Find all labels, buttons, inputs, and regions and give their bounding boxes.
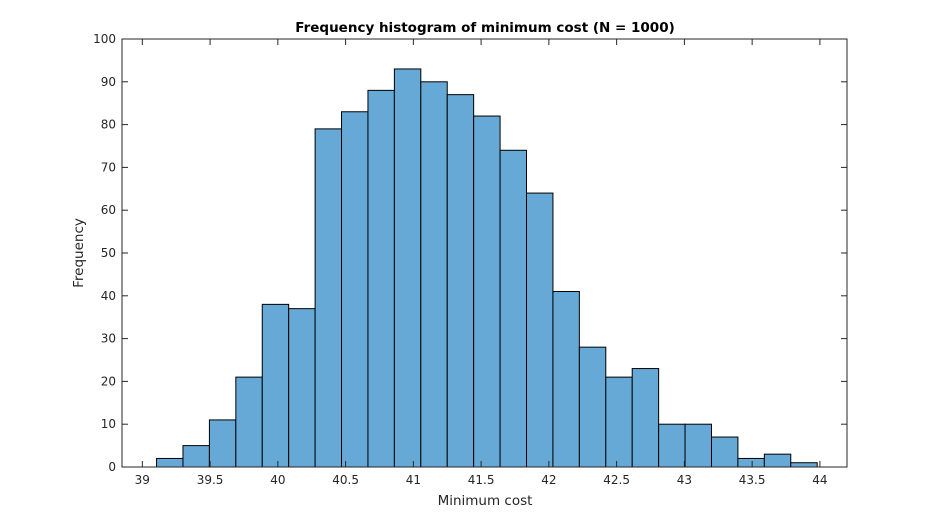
x-tick-label: 42 (541, 473, 556, 487)
histogram-bar (208, 419, 237, 468)
histogram-bar (156, 457, 184, 468)
y-tick-label: 100 (93, 32, 116, 46)
y-tick-label: 80 (101, 118, 116, 132)
y-tick-label: 10 (101, 417, 116, 431)
histogram-bar (737, 457, 765, 468)
histogram-bar (182, 445, 210, 468)
x-tick-label: 40.5 (332, 473, 359, 487)
plot-area: 39 39.5 40 40.5 41 41.5 42 42.5 43 43.5 44 0 10 20 30… (93, 32, 848, 487)
y-axis-label: Frequency (71, 218, 87, 288)
x-tick-label: 40 (270, 473, 285, 487)
x-axis-label: Minimum cost (438, 493, 533, 509)
x-tick-label: 41.5 (468, 473, 495, 487)
x-tick-label: 39 (135, 473, 150, 487)
histogram-bar (763, 453, 792, 468)
x-axis-ticks: 39 39.5 40 40.5 41 41.5 42 42.5 43 43.5 44 (135, 39, 828, 487)
histogram-bar (499, 149, 528, 468)
y-tick-label: 20 (101, 374, 116, 388)
y-tick-label: 70 (101, 160, 116, 174)
histogram-bar (288, 308, 316, 468)
histogram-bar (684, 423, 712, 468)
y-tick-label: 50 (101, 246, 116, 260)
y-tick-label: 30 (101, 332, 116, 346)
histogram-bar (605, 376, 633, 468)
chart-title: Frequency histogram of minimum cost (N =… (295, 20, 675, 36)
x-tick-label: 44 (812, 473, 827, 487)
histogram-bar (473, 115, 501, 468)
y-tick-label: 40 (101, 289, 116, 303)
histogram-bar (314, 128, 343, 468)
histogram-bar (446, 94, 475, 468)
histogram-bar (420, 81, 448, 468)
histogram-bar (790, 462, 818, 468)
histogram-bar (658, 423, 686, 468)
y-tick-label: 0 (108, 460, 116, 474)
x-tick-label: 41 (406, 473, 421, 487)
y-axis-ticks: 0 10 20 30 40 50 60 70 80 90 100 (93, 32, 847, 474)
y-tick-label: 90 (101, 75, 116, 89)
histogram-bar (552, 291, 580, 468)
histogram-bar (710, 436, 739, 468)
histogram-bar (261, 303, 290, 468)
x-tick-label: 42.5 (603, 473, 630, 487)
histogram-bar (367, 89, 395, 468)
histogram-bar (578, 346, 607, 468)
histogram-bars (156, 68, 818, 468)
x-tick-label: 43 (677, 473, 692, 487)
histogram-bar (235, 376, 263, 468)
histogram-bar (631, 368, 660, 468)
histogram-bar (393, 68, 422, 468)
y-tick-label: 60 (101, 203, 116, 217)
histogram-bar (341, 111, 369, 468)
x-tick-label: 39.5 (197, 473, 224, 487)
x-tick-label: 43.5 (739, 473, 766, 487)
histogram-bar (526, 192, 554, 468)
